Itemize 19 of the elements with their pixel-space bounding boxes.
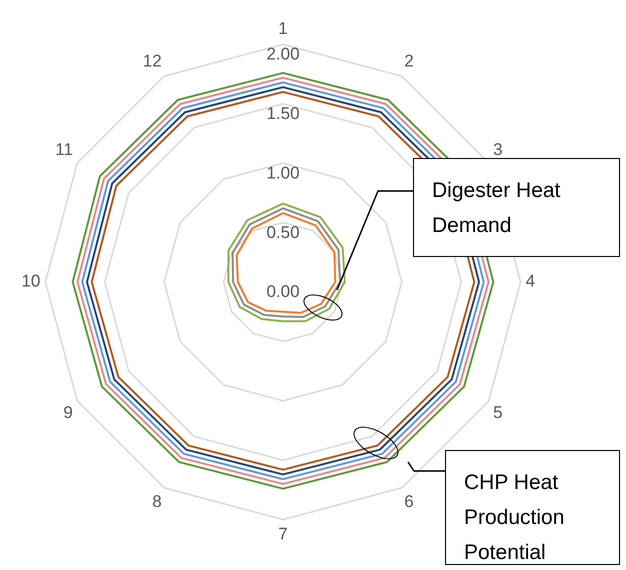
spoke-label: 5 [493, 403, 503, 422]
y-tick-label: 2.00 [266, 44, 300, 64]
spoke-label: 3 [493, 140, 503, 160]
spoke-label: 8 [152, 492, 162, 511]
text: Digester Heat Demand [413, 158, 620, 257]
y-tick-label: 0.00 [266, 282, 300, 302]
spoke-label: 7 [278, 524, 288, 544]
spoke-label: 2 [404, 51, 414, 70]
spoke-label: 1 [278, 18, 288, 38]
spoke-label: 4 [526, 272, 536, 291]
text: CHP Heat Production Potential [445, 450, 620, 565]
spoke-label: 11 [55, 140, 73, 160]
y-tick-label: 0.50 [266, 222, 300, 242]
spoke-label: 10 [21, 272, 40, 291]
y-tick-label: 1.50 [266, 104, 300, 123]
y-tick-label: 1.00 [266, 163, 300, 182]
spoke-label: 9 [63, 403, 73, 422]
spoke-label: 12 [142, 51, 162, 70]
spoke-label: 6 [404, 492, 414, 511]
